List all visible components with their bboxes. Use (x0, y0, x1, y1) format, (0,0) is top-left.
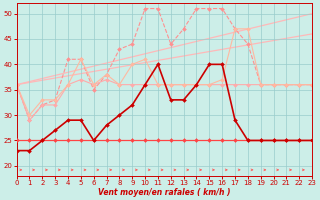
X-axis label: Vent moyen/en rafales ( km/h ): Vent moyen/en rafales ( km/h ) (98, 188, 231, 197)
